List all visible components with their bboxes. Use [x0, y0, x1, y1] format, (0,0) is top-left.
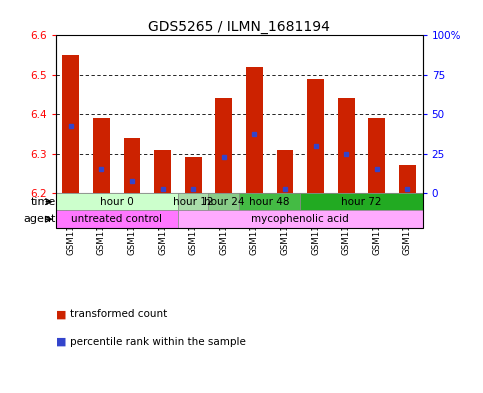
Bar: [56, 210, 178, 228]
Bar: [239, 193, 300, 210]
Text: hour 0: hour 0: [100, 196, 134, 207]
Text: hour 72: hour 72: [341, 196, 382, 207]
Text: agent: agent: [23, 214, 56, 224]
Text: untreated control: untreated control: [71, 214, 162, 224]
Text: transformed count: transformed count: [70, 309, 167, 320]
Text: ■: ■: [56, 337, 66, 347]
Text: hour 24: hour 24: [203, 196, 244, 207]
Bar: [300, 193, 423, 210]
Bar: [246, 67, 263, 193]
Bar: [307, 79, 324, 193]
Text: time: time: [30, 196, 56, 207]
Bar: [154, 150, 171, 193]
Text: mycophenolic acid: mycophenolic acid: [251, 214, 349, 224]
Text: ■: ■: [56, 309, 66, 320]
Bar: [369, 118, 385, 193]
Text: hour 12: hour 12: [173, 196, 213, 207]
Bar: [277, 150, 293, 193]
Bar: [399, 165, 416, 193]
Bar: [178, 193, 209, 210]
Bar: [62, 55, 79, 193]
Bar: [124, 138, 141, 193]
Text: hour 48: hour 48: [249, 196, 290, 207]
Text: percentile rank within the sample: percentile rank within the sample: [70, 337, 246, 347]
Bar: [209, 193, 239, 210]
Bar: [56, 193, 178, 210]
Bar: [178, 210, 423, 228]
Bar: [338, 98, 355, 193]
Bar: [93, 118, 110, 193]
Title: GDS5265 / ILMN_1681194: GDS5265 / ILMN_1681194: [148, 20, 330, 34]
Bar: [215, 98, 232, 193]
Bar: [185, 158, 201, 193]
